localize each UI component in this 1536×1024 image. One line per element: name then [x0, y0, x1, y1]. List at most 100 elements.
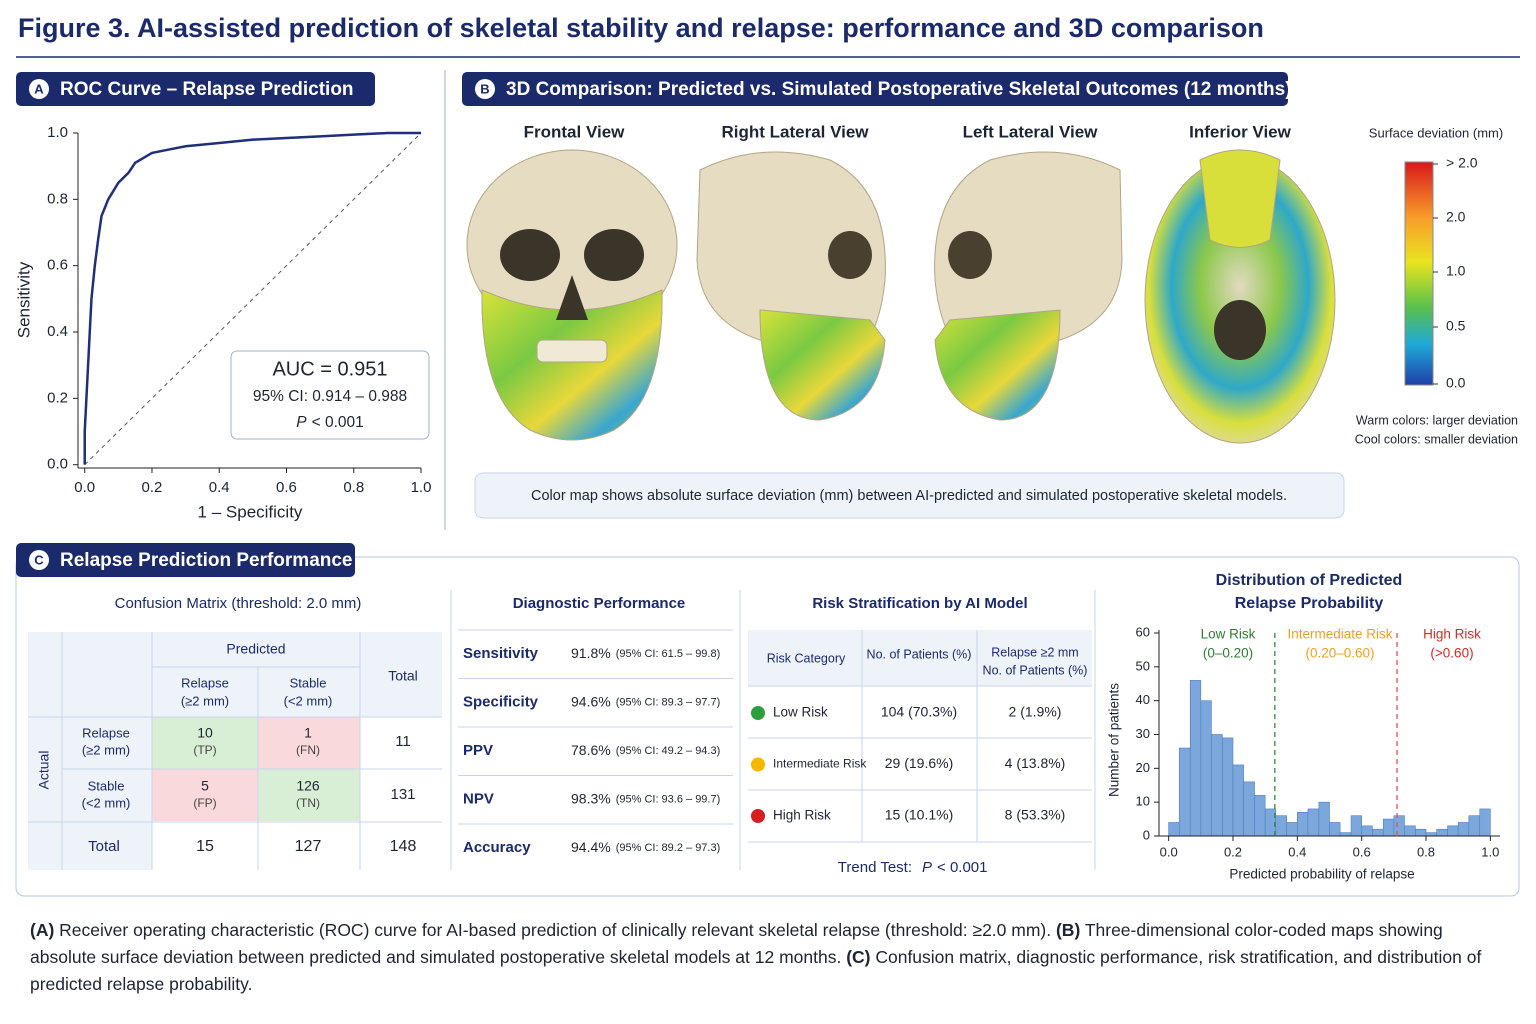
- skull: [696, 151, 886, 351]
- column-header: Relapse ≥2 mm: [991, 645, 1078, 659]
- ci: (95% CI: 61.5 – 99.8): [616, 648, 721, 660]
- header-bg: [28, 632, 442, 717]
- value: 91.8%: [571, 645, 611, 661]
- bar: [1393, 815, 1405, 837]
- figure-title: Figure 3. AI-assisted prediction of skel…: [18, 13, 1264, 43]
- x-tick-label: 0.4: [1288, 844, 1306, 859]
- bar: [1232, 764, 1244, 837]
- bar: [1436, 828, 1448, 837]
- teeth: [536, 339, 608, 363]
- metric-value: 78.6% (95% CI: 49.2 – 94.3): [571, 742, 720, 758]
- y-tick-label: 10: [1136, 794, 1150, 809]
- y-tick-label: 0.6: [47, 257, 68, 274]
- bar: [1243, 781, 1255, 837]
- risk-category: High Risk: [773, 808, 831, 823]
- caption-label: (B): [1055, 920, 1081, 940]
- badge-circle: [475, 79, 495, 99]
- orbit: [948, 231, 992, 279]
- bar: [1339, 832, 1352, 837]
- panel-c-box: [15, 556, 1520, 897]
- panel-letter: B: [480, 81, 489, 96]
- panel-title: Relapse Prediction Performance: [60, 550, 353, 571]
- colorbar-title: Surface deviation (mm): [1369, 125, 1503, 140]
- colorbar-label: 2.0: [1446, 209, 1466, 225]
- trend-p: P < 0.001: [922, 859, 987, 876]
- column-total: 127: [295, 838, 322, 855]
- jaw-map: [934, 309, 1061, 421]
- foramen: [1214, 300, 1266, 360]
- header-bg: [748, 630, 1092, 686]
- x-tick-label: 0.8: [343, 479, 364, 496]
- x-tick-label: 0.4: [209, 479, 230, 496]
- bar: [1168, 822, 1180, 837]
- jaw-map: [759, 309, 886, 421]
- y-tick-label: 50: [1136, 658, 1150, 673]
- cell: 1: [304, 725, 312, 741]
- column-total: 15: [196, 838, 214, 855]
- p-value: P < 0.001: [296, 414, 364, 431]
- cell: 2 (1.9%): [1009, 704, 1062, 720]
- reference-diagonal: [84, 132, 422, 466]
- y-tick-label: 0.8: [47, 190, 68, 207]
- p-symbol: P: [296, 414, 307, 431]
- y-axis-label: Number of patients: [1107, 683, 1122, 797]
- x-tick-label: 0.0: [1160, 844, 1178, 859]
- legend-note: Cool colors: smaller deviation: [1355, 432, 1518, 446]
- bar: [1457, 822, 1470, 837]
- caption-label: (A): [30, 920, 55, 940]
- ci: (95% CI: 89.2 – 97.3): [616, 842, 721, 854]
- panel-badge: [16, 543, 355, 577]
- cell-bg: [258, 717, 360, 769]
- y-tick-label: 40: [1136, 692, 1150, 707]
- x-tick-label: 1.0: [411, 479, 432, 496]
- metric: PPV: [463, 742, 493, 759]
- header: Total: [388, 668, 418, 684]
- column-header: (<2 mm): [284, 693, 333, 708]
- cell: 29 (19.6%): [885, 755, 953, 771]
- y-tick-label: 30: [1136, 726, 1150, 741]
- header-bg: [28, 717, 152, 870]
- bar: [1254, 795, 1266, 837]
- caption-text: Receiver operating characteristic (ROC) …: [54, 920, 1056, 940]
- risk-category: Intermediate Risk: [773, 757, 867, 771]
- bar: [1318, 801, 1330, 837]
- cell: (TN): [296, 796, 320, 810]
- trend-label: Trend Test:: [838, 859, 912, 876]
- row-header: (<2 mm): [82, 795, 131, 810]
- row-header: Stable: [88, 778, 125, 793]
- chart-title: Distribution of Predicted: [1216, 572, 1403, 589]
- roc-curve: [83, 131, 421, 465]
- column-header: Risk Category: [767, 651, 846, 665]
- view-title: Left Lateral View: [963, 122, 1099, 141]
- header: Actual: [36, 751, 52, 790]
- risk-dot: [751, 706, 765, 720]
- metric-value: 98.3% (95% CI: 93.6 – 99.7): [571, 790, 720, 806]
- row-total: 11: [395, 733, 411, 750]
- value: 78.6%: [571, 742, 611, 758]
- metric-value: 91.8% (95% CI: 61.5 – 99.8): [571, 645, 720, 661]
- region-name: Low Risk: [1201, 627, 1256, 642]
- orbit: [500, 229, 560, 281]
- colorbar-label: 0.0: [1446, 375, 1466, 391]
- view-title: Frontal View: [524, 122, 626, 141]
- cell: 8 (53.3%): [1005, 807, 1066, 823]
- bar: [1382, 818, 1395, 837]
- bar: [1447, 825, 1459, 837]
- skull: [934, 151, 1123, 351]
- view-title: Right Lateral View: [721, 122, 869, 141]
- bar: [1200, 700, 1212, 837]
- badge-circle: [29, 550, 49, 570]
- value: 94.6%: [571, 693, 611, 709]
- panel-letter: A: [34, 81, 44, 96]
- cell-bg: [258, 769, 360, 821]
- bar: [1275, 815, 1288, 837]
- ci: (95% CI: 89.3 – 97.7): [616, 696, 721, 708]
- column-header: Relapse: [181, 675, 229, 690]
- cell: 15 (10.1%): [885, 807, 953, 823]
- metric: NPV: [463, 790, 494, 807]
- cell: 4 (13.8%): [1005, 755, 1066, 771]
- x-tick-label: 0.0: [74, 479, 95, 496]
- row-header: Total: [88, 838, 120, 855]
